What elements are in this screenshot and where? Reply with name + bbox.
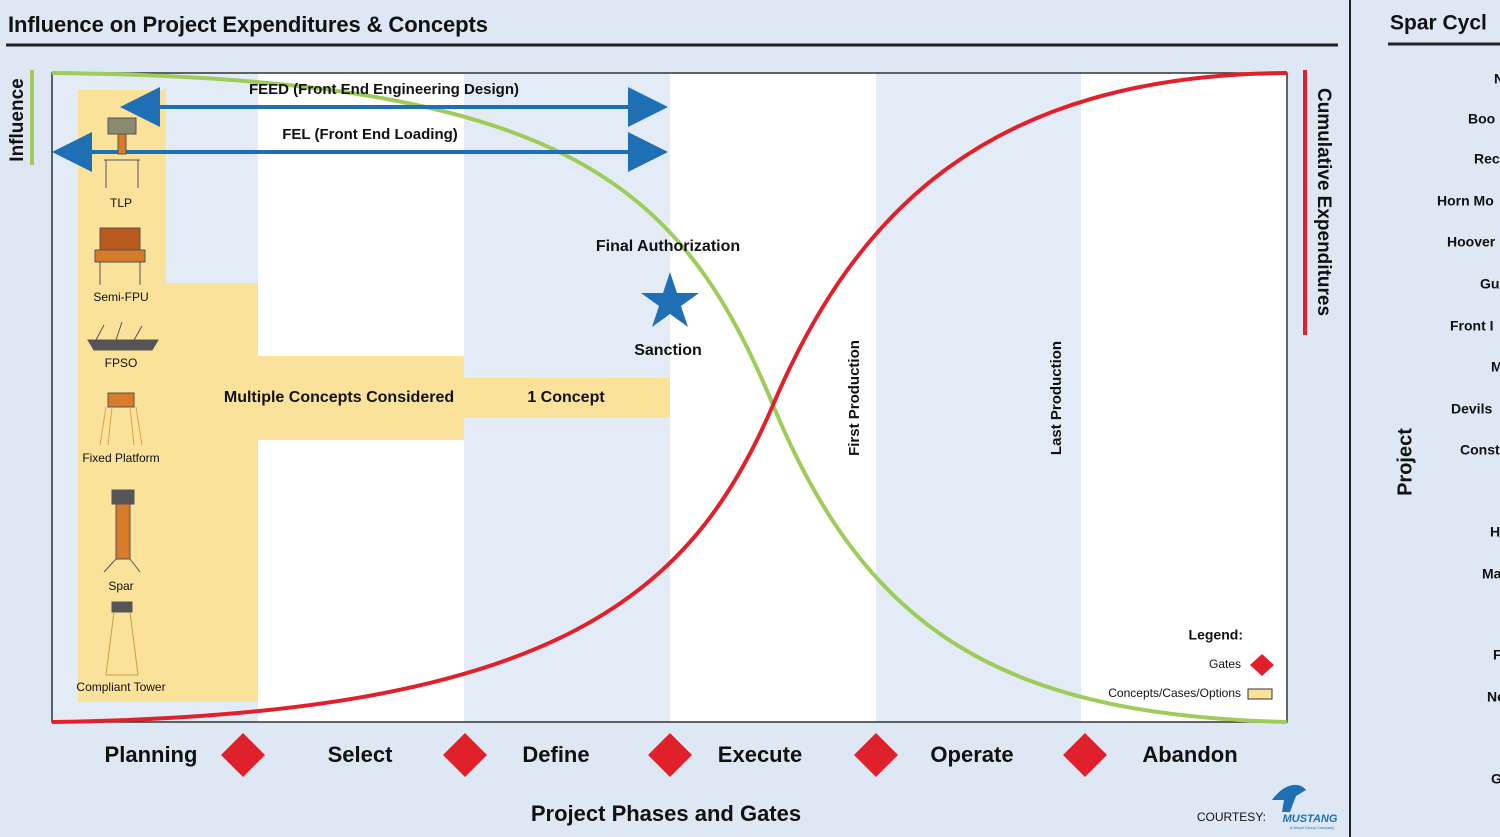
event-label: First Production	[846, 340, 863, 456]
bottom-axis-label: Project Phases and Gates	[531, 801, 801, 826]
expenditure-bar	[1303, 70, 1307, 335]
legend-title: Legend:	[1189, 627, 1243, 643]
side-row-label: Hoover	[1447, 234, 1496, 250]
gate-diamond	[1063, 733, 1107, 777]
side-row-label: Gu	[1480, 276, 1499, 292]
concept-icons	[87, 117, 159, 676]
side-row-label: M	[1491, 359, 1500, 375]
sanction-star	[641, 272, 699, 327]
side-title: Spar Cycl	[1390, 12, 1487, 35]
legend-item: Concepts/Cases/Options	[1108, 686, 1241, 700]
phase-label: Operate	[930, 742, 1013, 767]
expenditure-curve	[51, 71, 1288, 724]
side-row-label: Boo	[1468, 111, 1495, 127]
phase-label: Planning	[105, 742, 198, 767]
concept-label: TLP	[110, 196, 132, 210]
phase-label: Abandon	[1142, 742, 1237, 767]
left-axis-label: Influence	[7, 78, 28, 161]
region-label: 1 Concept	[527, 389, 605, 406]
right-axis-label: Cumulative Expenditures	[1313, 88, 1334, 316]
concept-label: FPSO	[105, 356, 138, 370]
concept-label: Fixed Platform	[82, 451, 159, 465]
gate-diamond	[648, 733, 692, 777]
concept-label: Compliant Tower	[76, 680, 165, 694]
side-row-label: Rec	[1474, 151, 1500, 167]
side-row-label: Horn Mo	[1437, 193, 1494, 209]
phase-bands	[52, 73, 1287, 722]
milestone-label: Final Authorization	[596, 238, 740, 255]
side-row-label: Const	[1460, 442, 1500, 458]
concept-label: Semi-FPU	[93, 290, 148, 304]
side-row-label: G	[1491, 771, 1500, 787]
side-row-label: H	[1490, 524, 1500, 540]
side-row-label: Front I	[1450, 318, 1494, 334]
logo-sub: A Wood Group Company	[1290, 825, 1334, 830]
side-row-label: F	[1493, 647, 1500, 663]
influence-bar	[30, 70, 34, 165]
logo: MUSTANG	[1283, 813, 1338, 825]
fel-label: FEL (Front End Loading)	[282, 126, 458, 143]
courtesy: COURTESY:	[1197, 810, 1266, 824]
legend-item: Gates	[1209, 657, 1241, 671]
side-row-label: N	[1494, 71, 1500, 87]
chart-frame	[51, 72, 1288, 723]
gate-diamond	[854, 733, 898, 777]
concept-label: Spar	[108, 579, 133, 593]
event-label: Last Production	[1048, 341, 1065, 455]
phase-label: Select	[328, 742, 393, 767]
phase-label: Execute	[718, 742, 802, 767]
phase-label: Define	[522, 742, 589, 767]
concept-labels: TLP Semi-FPU FPSO Fixed Platform Spar Co…	[76, 196, 165, 694]
side-axis-label: Project	[1394, 428, 1416, 496]
phase-row: Planning Select Define Execute Operate Abando…	[105, 733, 1238, 777]
milestone-sub: Sanction	[634, 342, 702, 359]
gate-diamond	[443, 733, 487, 777]
logo-horse	[1272, 784, 1306, 812]
region-label: Multiple Concepts Considered	[224, 389, 454, 406]
gate-diamond	[221, 733, 265, 777]
title: Influence on Project Expenditures & Conc…	[8, 12, 488, 37]
legend-gate-swatch	[1250, 654, 1274, 676]
side-row-label: Ma	[1482, 566, 1500, 582]
side-rows: N Boo Rec Horn Mo Hoover Gu Front I M Devils Cons…	[1437, 71, 1500, 787]
legend-concept-swatch	[1247, 688, 1273, 700]
side-row-label: Ne	[1487, 689, 1500, 705]
side-row-label: Devils	[1451, 401, 1492, 417]
feed-label: FEED (Front End Engineering Design)	[249, 81, 519, 98]
